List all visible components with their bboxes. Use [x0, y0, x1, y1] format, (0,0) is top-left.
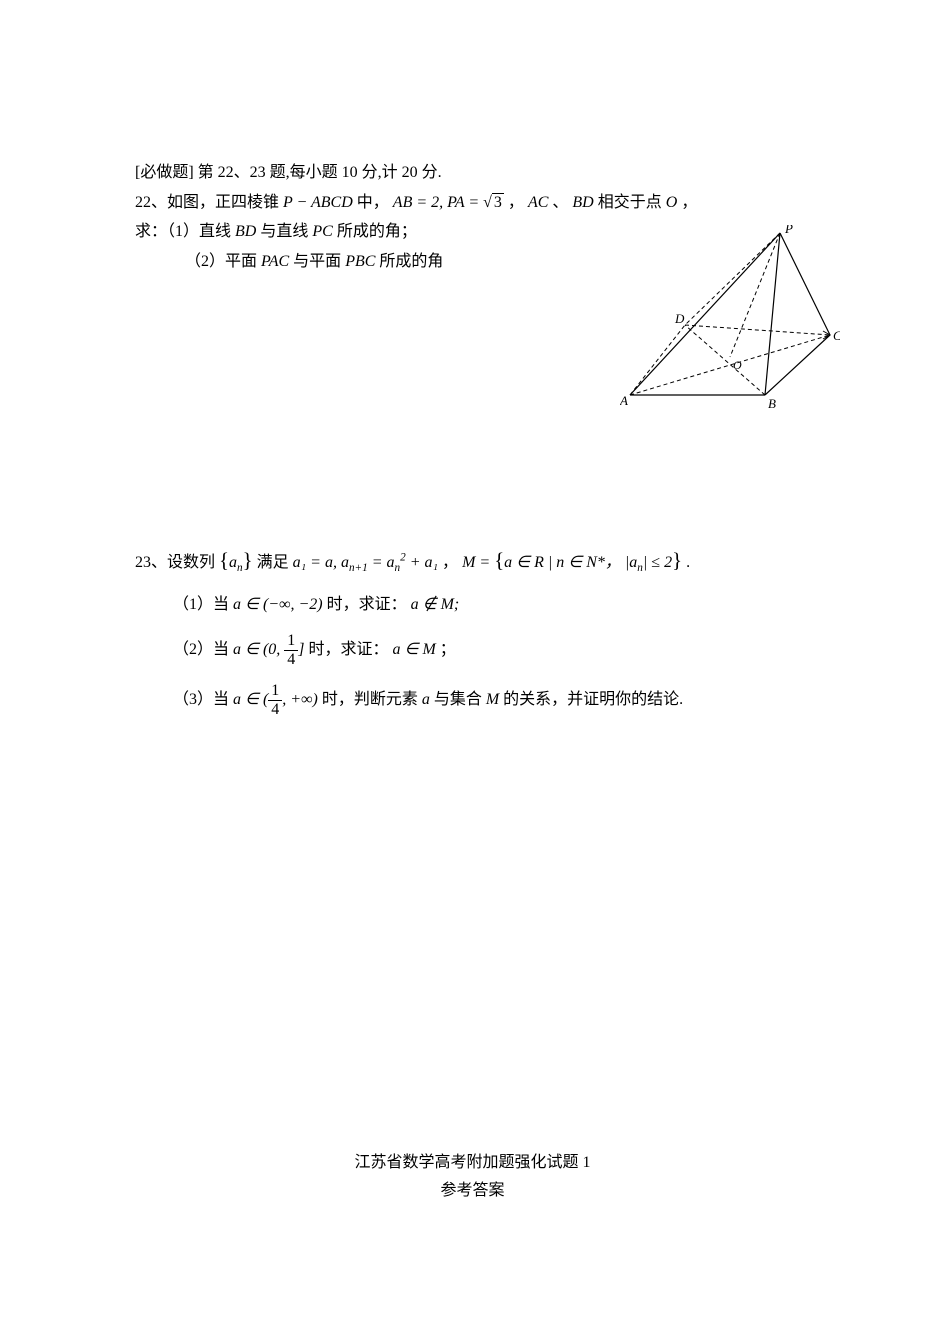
q23-period: . [686, 554, 690, 571]
q22-sep: 、 [552, 194, 572, 211]
q22-prefix: 22、如图，正四棱锥 [135, 194, 283, 211]
p3-open: a ∈ ( [233, 691, 268, 708]
q23-mid1: 满足 [257, 554, 293, 571]
mandatory-note: [必做题] 第 22、23 题,每小题 10 分,计 20 分. [135, 160, 815, 186]
p1-interval: a ∈ (−∞, −2) [233, 596, 323, 613]
pyramid-svg: P A B C D O [620, 225, 840, 415]
q23-comma: ， [442, 554, 462, 571]
p3-a: a [422, 691, 430, 708]
brace-r-icon [243, 554, 253, 571]
p2-open: a ∈ (0, [233, 641, 284, 658]
pyramid-diagram: P A B C D O [620, 225, 840, 415]
p2-ain: a ∈ M [393, 641, 436, 658]
q23-p2: （2）当 a ∈ (0, 14] 时，求证： a ∈ M ； [173, 632, 815, 668]
p3-mid: 时，判断元素 [322, 691, 422, 708]
q22-bd2: BD [235, 223, 256, 240]
q22-pc: PC [312, 223, 332, 240]
footer-l2: 参考答案 [0, 1178, 945, 1204]
p1-notin: a ∉ M; [411, 596, 460, 613]
q22-mid2: ， [508, 194, 528, 211]
q22-ac: AC [528, 194, 548, 211]
q22-p2-pre: （2）平面 [185, 253, 261, 270]
q22-comma: ， [681, 194, 697, 211]
q23-p1: （1）当 a ∈ (−∞, −2) 时，求证： a ∉ M; [173, 592, 815, 618]
q22-end: 相交于点 [598, 194, 666, 211]
p2-mid: 时，求证： [309, 641, 393, 658]
q22-p2-mid: 与平面 [293, 253, 345, 270]
q22-pyramid: P − ABCD [283, 194, 353, 211]
label-D: D [674, 311, 685, 326]
brace-l-icon [219, 554, 229, 571]
q22-pac: PAC [261, 253, 289, 270]
q22-p2-end: 所成的角 [379, 253, 443, 270]
p3-mid2: 与集合 [434, 691, 486, 708]
q22-mid1: 中， [357, 194, 393, 211]
q22-pbc: PBC [345, 253, 375, 270]
footer-l1: 江苏省数学高考附加题强化试题 1 [0, 1150, 945, 1176]
q22-o: O [666, 194, 678, 211]
p2-pre: （2）当 [173, 641, 233, 658]
q23-setbody: a ∈ R | n ∈ N*， |an| ≤ 2 [504, 554, 672, 571]
p3-close: , +∞) [282, 691, 318, 708]
sqrt-val: 3 [492, 193, 504, 211]
p1-mid: 时，求证： [327, 596, 407, 613]
q22-ask-mid: 与直线 [260, 223, 312, 240]
q23-Meq: M = [462, 554, 494, 571]
brace-l2-icon [494, 554, 504, 571]
q23-pre: 23、设数列 [135, 554, 219, 571]
q22-stem: 22、如图，正四棱锥 P − ABCD 中， AB = 2, PA = 3 ， … [135, 190, 815, 216]
q22-ask-end: 所成的角； [337, 223, 417, 240]
frac-1-4: 14 [284, 632, 298, 668]
label-C: C [833, 328, 840, 343]
q23-an: an [229, 554, 243, 571]
q23-rec: a₁ = a, an+1 = an2 + a₁ [293, 554, 438, 571]
q23-p3: （3）当 a ∈ (14, +∞) 时，判断元素 a 与集合 M 的关系，并证明… [173, 682, 815, 718]
p3-pre: （3）当 [173, 691, 233, 708]
sqrt-sign [483, 194, 492, 211]
q22-bd: BD [572, 194, 593, 211]
q23-stem: 23、设数列 an 满足 a₁ = a, an+1 = an2 + a₁ ， M… [135, 544, 815, 578]
label-O: O [733, 358, 742, 372]
frac-1-4b: 14 [268, 682, 282, 718]
p1-pre: （1）当 [173, 596, 233, 613]
q22-ab: AB = 2, PA = [393, 194, 483, 211]
p3-M: M [486, 691, 499, 708]
brace-r2-icon [672, 554, 682, 571]
p2-end: ； [440, 641, 456, 658]
label-A: A [620, 393, 628, 408]
p2-close: ] [298, 641, 304, 658]
q23-block: 23、设数列 an 满足 a₁ = a, an+1 = an2 + a₁ ， M… [135, 544, 815, 718]
p3-end: 的关系，并证明你的结论. [503, 691, 683, 708]
label-P: P [784, 225, 793, 236]
q22-ask: 求：（1）直线 [135, 223, 235, 240]
footer: 江苏省数学高考附加题强化试题 1 参考答案 [0, 1150, 945, 1205]
label-B: B [768, 396, 776, 411]
